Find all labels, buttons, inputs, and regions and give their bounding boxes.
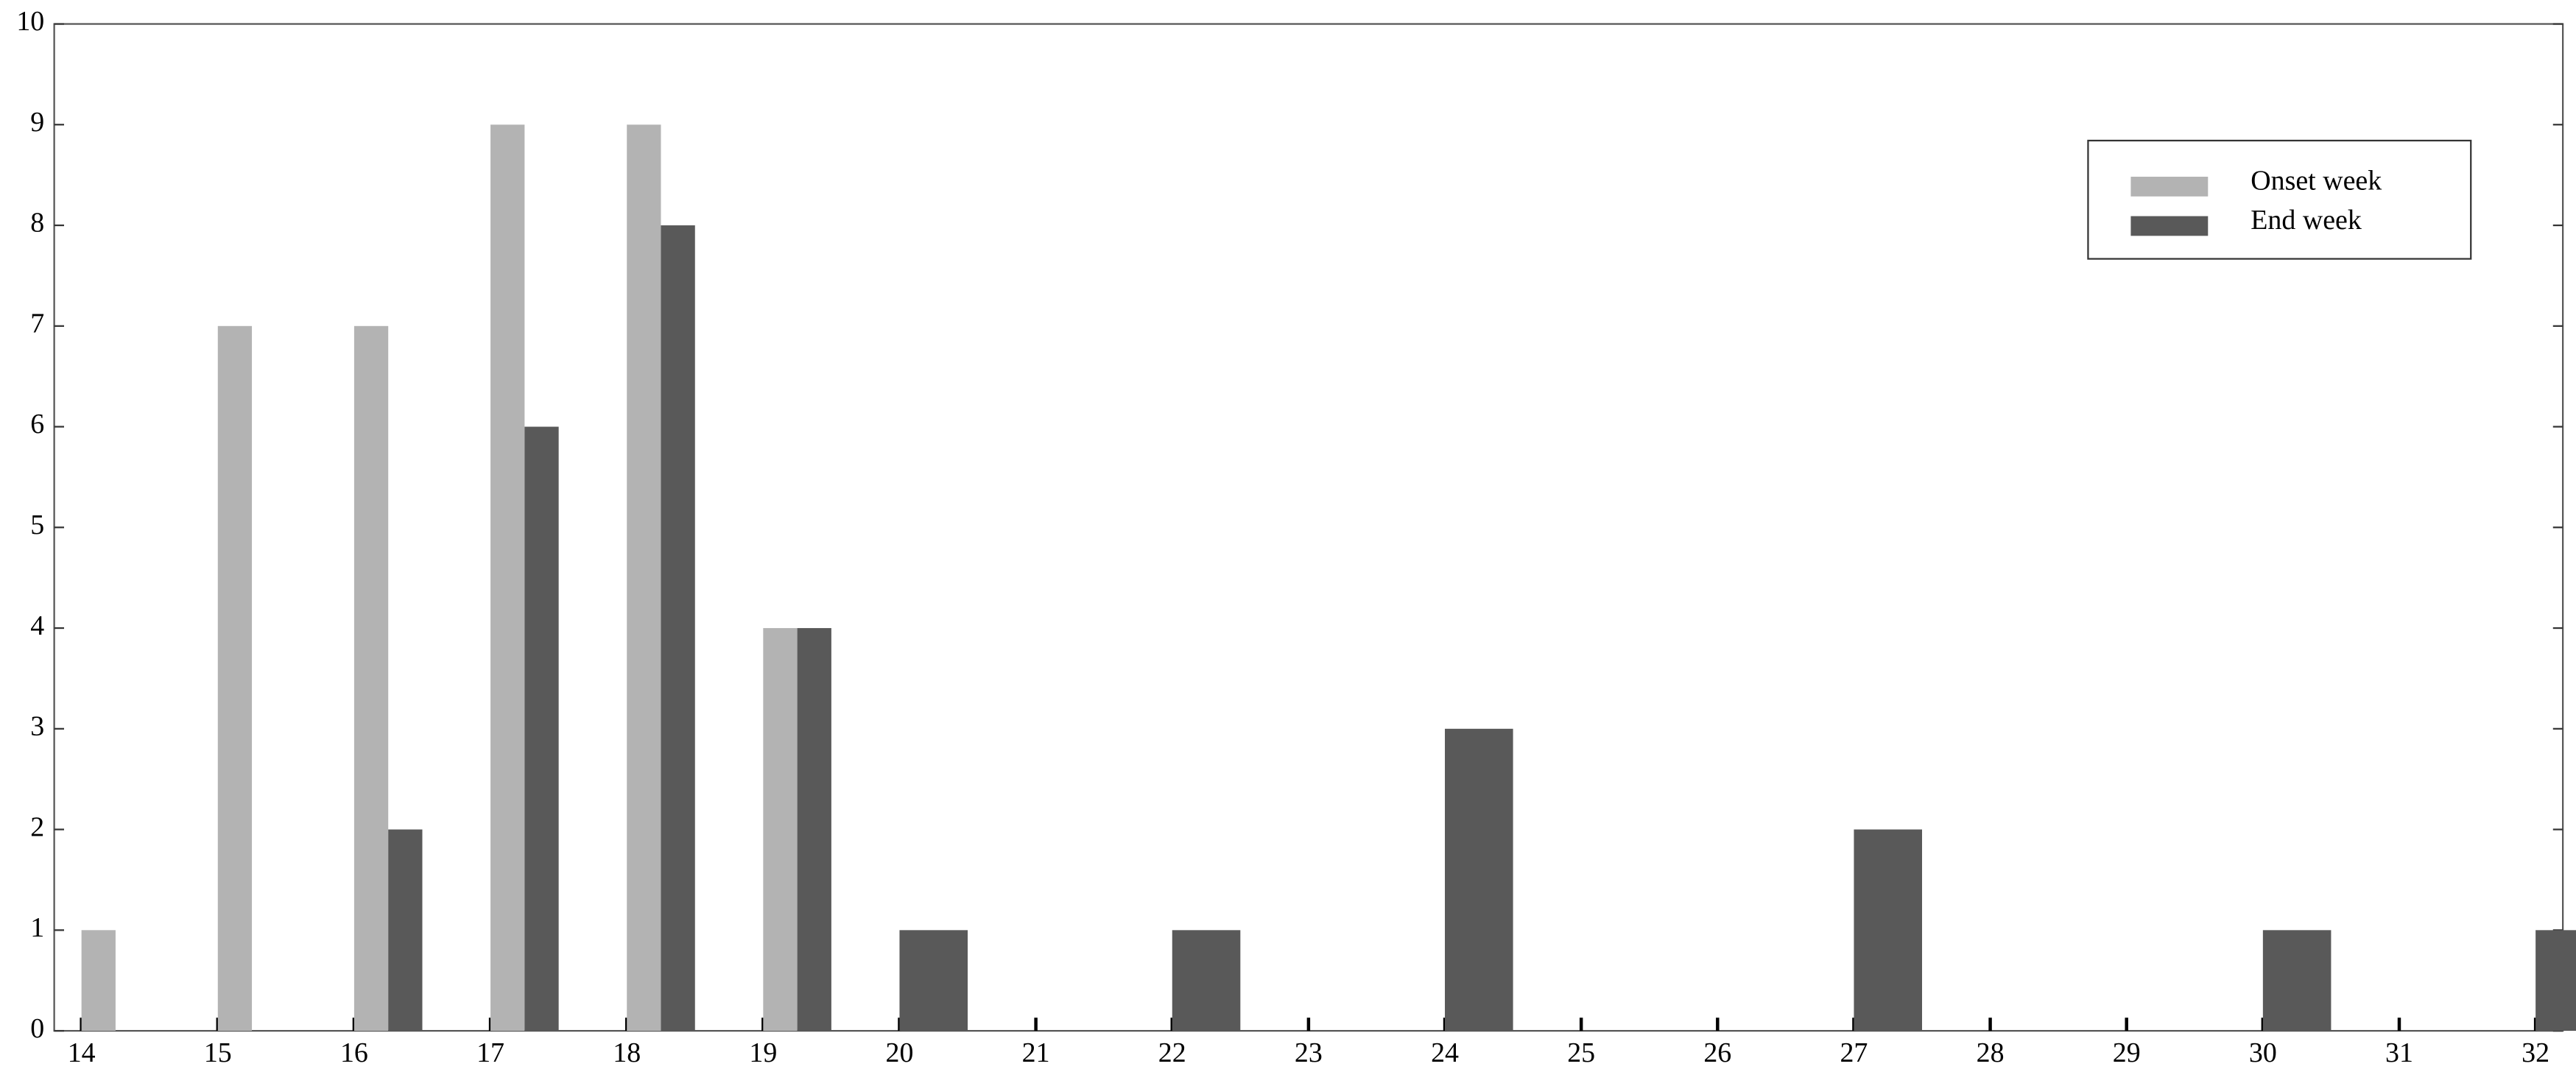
x-tick-label: 25 [1567,1037,1595,1068]
y-tick-label: 2 [30,811,44,842]
bar [388,829,423,1032]
x-tick-label: 28 [1977,1037,2005,1068]
y-tick-label: 10 [16,6,44,37]
x-tick-label: 14 [68,1037,96,1068]
y-tick-label: 0 [30,1013,44,1044]
y-tick-label: 7 [30,308,44,339]
x-tick-label: 27 [1840,1037,1868,1068]
y-tick-label: 5 [30,509,44,540]
bar [797,628,831,1032]
x-tick-label: 20 [886,1037,914,1068]
bar [1445,728,1513,1032]
x-tick-label: 19 [749,1037,777,1068]
legend-label: Onset week [2251,166,2382,197]
legend-box [2087,139,2472,260]
legend-label: End week [2251,205,2362,236]
x-tick-label: 29 [2113,1037,2141,1068]
x-tick-label: 23 [1295,1037,1323,1068]
bar [763,628,798,1032]
x-tick-label: 31 [2385,1037,2413,1068]
bar [2535,930,2576,1032]
bar [2262,930,2332,1032]
bar [627,124,661,1032]
y-tick-label: 3 [30,711,44,742]
bar [1854,829,1923,1032]
bar [217,325,253,1032]
x-tick-label: 32 [2522,1037,2549,1068]
bar [524,426,559,1032]
x-tick-label: 26 [1703,1037,1731,1068]
bar [490,124,525,1032]
bar [81,930,116,1032]
y-tick-label: 8 [30,208,44,239]
y-tick-label: 9 [30,107,44,138]
x-tick-label: 16 [340,1037,368,1068]
legend-swatch [2130,177,2209,197]
x-tick-label: 18 [613,1037,641,1068]
x-tick-label: 15 [204,1037,232,1068]
x-tick-label: 30 [2249,1037,2277,1068]
x-tick-label: 24 [1431,1037,1459,1068]
y-tick-label: 4 [30,610,44,641]
bar [899,930,968,1032]
x-tick-label: 21 [1022,1037,1050,1068]
bar [1172,930,1241,1032]
y-tick-label: 1 [30,912,44,943]
x-tick-label: 22 [1158,1037,1186,1068]
bar [353,325,389,1032]
legend-swatch [2130,216,2209,236]
bar [661,225,695,1032]
x-tick-label: 17 [476,1037,504,1068]
y-tick-label: 6 [30,409,44,440]
